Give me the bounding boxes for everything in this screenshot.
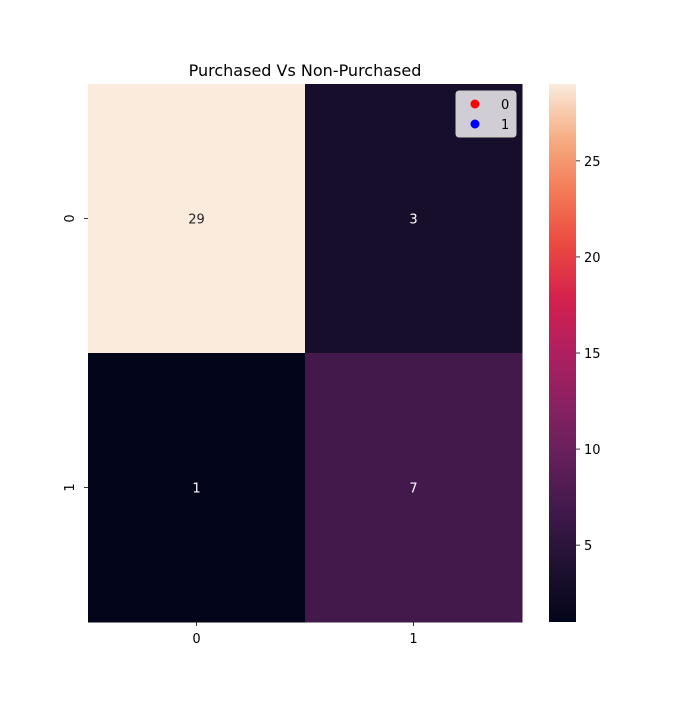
legend-marker <box>470 99 480 109</box>
colorbar: 5 10 15 20 25 <box>549 84 601 622</box>
heatmap-cells <box>88 84 523 623</box>
colorbar-gradient <box>549 84 576 622</box>
x-tick-label: 0 <box>192 632 200 647</box>
cell-value-label: 29 <box>188 213 205 228</box>
legend-entry-label: 0 <box>501 98 509 113</box>
heatmap-cell <box>88 353 306 623</box>
heatmap-cell <box>305 353 523 623</box>
colorbar-tick-label: 15 <box>584 347 601 362</box>
chart-title: Purchased Vs Non-Purchased <box>189 61 422 80</box>
y-axis: 01 <box>63 214 88 492</box>
heatmap-cell <box>88 84 306 354</box>
x-tick-label: 1 <box>409 632 417 647</box>
colorbar-tick-label: 25 <box>584 155 601 170</box>
cell-value-label: 3 <box>409 213 417 228</box>
y-tick-label: 1 <box>63 483 78 491</box>
legend-entry-label: 1 <box>501 118 509 133</box>
cell-value-label: 1 <box>192 482 200 497</box>
y-tick-label: 0 <box>63 214 78 222</box>
colorbar-tick-label: 5 <box>584 539 592 554</box>
legend-marker <box>470 119 480 129</box>
cell-value-label: 7 <box>409 482 417 497</box>
colorbar-tick-label: 20 <box>584 251 601 266</box>
colorbar-tick-label: 10 <box>584 443 601 458</box>
legend[interactable]: 01 <box>455 90 517 138</box>
heatmap-cell-labels: 29 3 1 7 <box>188 213 417 497</box>
